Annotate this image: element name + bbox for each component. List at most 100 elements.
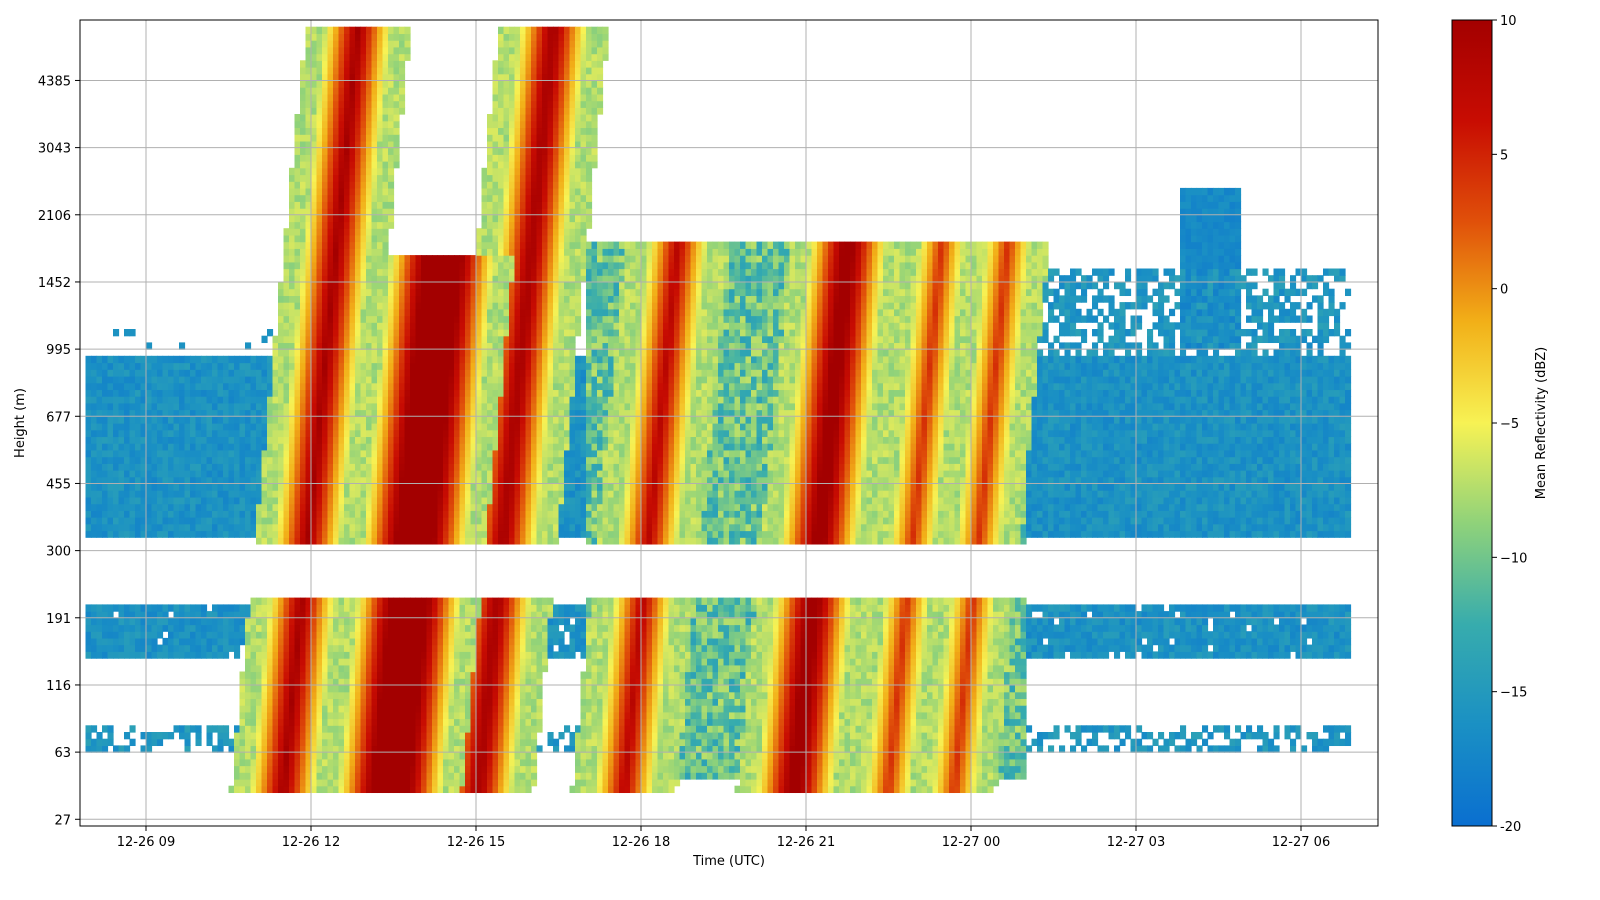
heatmap-cell <box>410 678 417 686</box>
heatmap-cell <box>239 463 246 471</box>
heatmap-cell <box>349 93 356 102</box>
heatmap-cell <box>443 604 450 612</box>
heatmap-cell <box>404 329 411 337</box>
heatmap-cell <box>432 423 439 431</box>
heatmap-cell <box>470 402 477 411</box>
heatmap-cell <box>349 503 356 511</box>
heatmap-cell <box>289 315 296 323</box>
heatmap-cell <box>344 423 351 431</box>
heatmap-cell <box>184 409 191 417</box>
heatmap-cell <box>404 651 411 659</box>
heatmap-cell <box>404 597 411 605</box>
heatmap-cell <box>305 443 312 451</box>
heatmap-cell <box>393 396 400 404</box>
heatmap-cell <box>492 678 499 686</box>
heatmap-cell <box>454 288 461 297</box>
heatmap-cell <box>421 389 428 397</box>
heatmap-cell <box>399 436 406 444</box>
heatmap-cell <box>91 389 98 397</box>
heatmap-cell <box>245 342 252 350</box>
heatmap-cell <box>338 147 345 155</box>
heatmap-cell <box>360 322 367 330</box>
heatmap-cell <box>487 752 494 760</box>
heatmap-cell <box>454 295 461 303</box>
heatmap-cell <box>223 476 230 485</box>
heatmap-cell <box>459 517 466 525</box>
heatmap-cell <box>476 517 483 525</box>
heatmap-cell <box>102 376 109 384</box>
heatmap-cell <box>426 409 433 417</box>
heatmap-cell <box>443 617 450 626</box>
heatmap-cell <box>300 449 307 458</box>
heatmap-cell <box>476 402 483 411</box>
heatmap-cell <box>404 335 411 344</box>
heatmap-cell <box>454 617 461 626</box>
heatmap-cell <box>448 637 455 646</box>
heatmap-cell <box>278 342 285 350</box>
heatmap-cell <box>322 221 329 229</box>
heatmap-cell <box>421 449 428 458</box>
heatmap-cell <box>333 530 340 538</box>
heatmap-cell <box>338 288 345 297</box>
heatmap-cell <box>349 463 356 471</box>
heatmap-cell <box>113 644 120 652</box>
heatmap-cell <box>151 376 158 384</box>
heatmap-cell <box>448 711 455 720</box>
heatmap-cell <box>267 517 274 525</box>
heatmap-cell <box>421 470 428 478</box>
heatmap-cell <box>283 604 290 612</box>
heatmap-cell <box>355 93 362 102</box>
heatmap-cell <box>382 644 389 652</box>
heatmap-cell <box>322 288 329 297</box>
heatmap-cell <box>465 631 472 639</box>
heatmap-cell <box>168 523 175 532</box>
heatmap-cell <box>338 308 345 317</box>
heatmap-cell <box>256 671 263 679</box>
heatmap-cell <box>96 483 103 491</box>
heatmap-cell <box>399 60 406 68</box>
heatmap-cell <box>311 490 318 498</box>
heatmap-cell <box>322 114 329 122</box>
heatmap-cell <box>393 376 400 384</box>
heatmap-cell <box>140 376 147 384</box>
heatmap-cell <box>360 604 367 612</box>
heatmap-cell <box>118 611 125 619</box>
heatmap-cell <box>300 167 307 176</box>
heatmap-cell <box>267 624 274 632</box>
heatmap-cell <box>399 691 406 700</box>
heatmap-cell <box>360 154 367 162</box>
heatmap-cell <box>322 637 329 646</box>
heatmap-cell <box>366 785 373 794</box>
heatmap-cell <box>465 382 472 391</box>
heatmap-cell <box>305 637 312 646</box>
heatmap-cell <box>333 496 340 505</box>
heatmap-cell <box>388 214 395 223</box>
heatmap-cell <box>393 611 400 619</box>
heatmap-cell <box>217 624 224 632</box>
heatmap-cell <box>410 752 417 760</box>
heatmap-cell <box>366 624 373 632</box>
heatmap-cell <box>410 725 417 733</box>
heatmap-cell <box>355 268 362 276</box>
heatmap-cell <box>217 429 224 438</box>
heatmap-cell <box>470 369 477 377</box>
heatmap-cell <box>327 456 334 464</box>
heatmap-cell <box>305 765 312 773</box>
heatmap-cell <box>459 335 466 344</box>
heatmap-cell <box>465 705 472 713</box>
heatmap-cell <box>360 288 367 297</box>
heatmap-cell <box>443 302 450 310</box>
heatmap-cell <box>448 463 455 471</box>
heatmap-cell <box>366 617 373 626</box>
heatmap-cell <box>481 423 488 431</box>
heatmap-cell <box>404 758 411 767</box>
heatmap-cell <box>492 483 499 491</box>
heatmap-cell <box>338 322 345 330</box>
heatmap-cell <box>96 382 103 391</box>
heatmap-cell <box>443 523 450 532</box>
heatmap-cell <box>355 248 362 256</box>
heatmap-cell <box>443 490 450 498</box>
heatmap-cell <box>344 228 351 236</box>
heatmap-cell <box>360 705 367 713</box>
heatmap-cell <box>426 738 433 747</box>
